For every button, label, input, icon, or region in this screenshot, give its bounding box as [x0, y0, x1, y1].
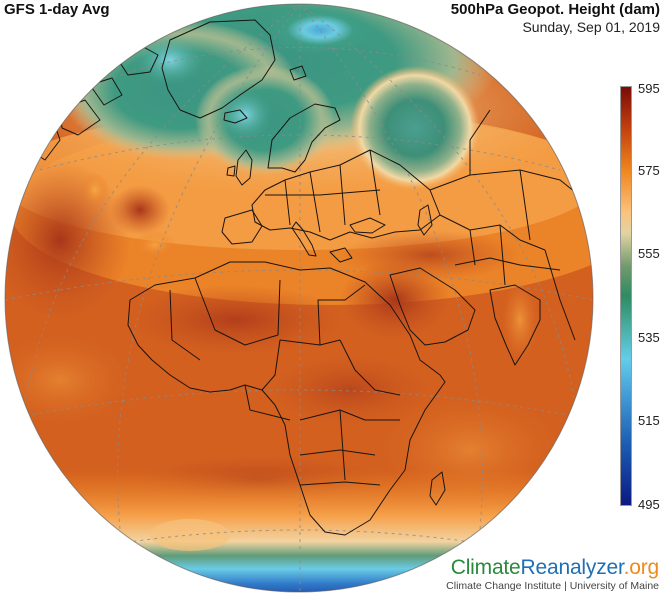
colorbar-tick-515: 515: [638, 413, 660, 428]
globe-map: [4, 3, 594, 593]
logo-word-org: .org: [623, 556, 660, 579]
logo-word-reanalyzer: Reanalyzer: [520, 556, 624, 579]
colorbar-tick-555: 555: [638, 246, 660, 261]
climate-reanalyzer-logo[interactable]: ClimateReanalyzer.org Climate Change Ins…: [446, 556, 660, 593]
variable-title: 500hPa Geopot. Height (dam): [450, 1, 660, 18]
colorbar-tick-575: 575: [638, 163, 660, 178]
colorbar-tick-495: 495: [638, 497, 660, 512]
logo-subtitle: Climate Change Institute | University of…: [446, 580, 659, 592]
colorbar-tick-535: 535: [638, 330, 660, 345]
height-field: [5, 4, 593, 592]
logo-word-climate: Climate: [450, 556, 521, 579]
date-label: Sunday, Sep 01, 2019: [522, 19, 660, 35]
model-title: GFS 1-day Avg: [4, 1, 110, 18]
colorbar: [620, 86, 632, 506]
colorbar-tick-595: 595: [638, 81, 660, 96]
